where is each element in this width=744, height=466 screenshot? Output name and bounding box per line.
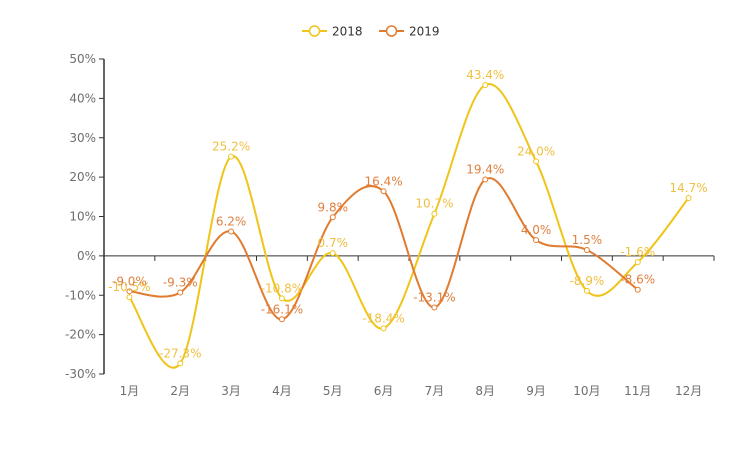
data-point[interactable] [278,316,285,323]
data-label: 1.5% [572,233,603,247]
legend-item-2018[interactable]: 2018 [302,25,363,39]
data-label: -18.4% [362,311,404,325]
data-point[interactable] [431,304,438,311]
data-label: -10.8% [261,281,303,295]
legend-marker-icon [308,25,321,37]
data-point[interactable] [380,325,387,332]
data-label: -27.3% [159,346,201,360]
series-layer [126,81,692,369]
legend-item-2019[interactable]: 2019 [379,25,440,39]
data-label: -1.6% [620,245,655,259]
data-point[interactable] [380,188,387,195]
data-point[interactable] [634,286,641,293]
y-tick-label: 40% [69,91,96,105]
data-point[interactable] [177,360,184,367]
series-2018 [126,81,692,369]
data-label: 0.7% [318,236,349,250]
data-label: -8.9% [570,274,605,288]
y-tick-label: 10% [69,210,96,224]
data-point[interactable] [533,237,540,244]
data-label: 9.8% [318,200,349,214]
x-tick-label: 2月 [170,384,190,398]
y-tick-label: 0% [77,249,96,263]
data-point[interactable] [329,214,336,221]
x-tick-label: 7月 [425,384,445,398]
data-point[interactable] [583,246,590,253]
x-tick-label: 1月 [120,384,140,398]
x-tick-label: 3月 [221,384,241,398]
data-point[interactable] [177,289,184,296]
y-tick-label: 50% [69,52,96,66]
data-point[interactable] [228,228,235,235]
x-tick-label: 8月 [475,384,495,398]
data-point[interactable] [278,295,285,302]
data-point[interactable] [583,287,590,294]
data-label: -9.3% [163,275,198,289]
legend-label: 2019 [409,25,440,39]
x-tick-label: 5月 [323,384,343,398]
series-line-2019 [129,177,639,321]
legend-marker-icon [385,25,398,37]
data-label: -16.1% [261,302,303,316]
data-label: -10.5% [108,280,150,294]
y-tick-label: 20% [69,170,96,184]
data-point[interactable] [126,288,133,295]
x-tick-label: 9月 [526,384,546,398]
y-tick-label: 30% [69,131,96,145]
series-line-2018 [128,83,690,369]
data-label: 4.0% [521,223,552,237]
data-label: -9.0% [112,274,147,288]
data-label: 19.4% [466,162,504,176]
data-point[interactable] [533,158,540,165]
data-point[interactable] [431,210,438,217]
data-label: -8.6% [620,273,655,287]
legend: 2018 2019 [302,25,440,39]
data-point[interactable] [482,81,489,88]
data-label: 14.7% [670,181,708,195]
data-point[interactable] [329,250,336,257]
y-tick-label: -30% [65,367,96,381]
data-point[interactable] [685,194,692,201]
data-point[interactable] [634,259,641,266]
data-label: 25.2% [212,140,250,154]
y-tick-label: -20% [65,328,96,342]
x-tick-label: 11月 [624,384,651,398]
data-label: -13.1% [413,290,455,304]
data-label: 43.4% [466,68,504,82]
legend-label: 2018 [332,25,363,39]
x-tick-label: 10月 [573,384,600,398]
x-tick-label: 4月 [272,384,292,398]
y-tick-label: -10% [65,288,96,302]
data-point[interactable] [228,153,235,160]
x-tick-label: 6月 [374,384,394,398]
data-label: 10.7% [415,197,453,211]
data-label: 6.2% [216,214,247,228]
data-labels-layer: -10.5% -27.3% 25.2% -10.8% 0.7% -18.4% 10.7% 43… [108,68,707,360]
data-label: 24.0% [517,144,555,158]
x-tick-label: 12月 [675,384,702,398]
data-point[interactable] [482,176,489,183]
data-label: 16.4% [365,174,403,188]
y-axis: -30% -20% -10% 0% 10% 20% 30% 40% 50% [65,52,105,381]
data-point[interactable] [126,294,133,301]
series-2019 [126,176,641,323]
